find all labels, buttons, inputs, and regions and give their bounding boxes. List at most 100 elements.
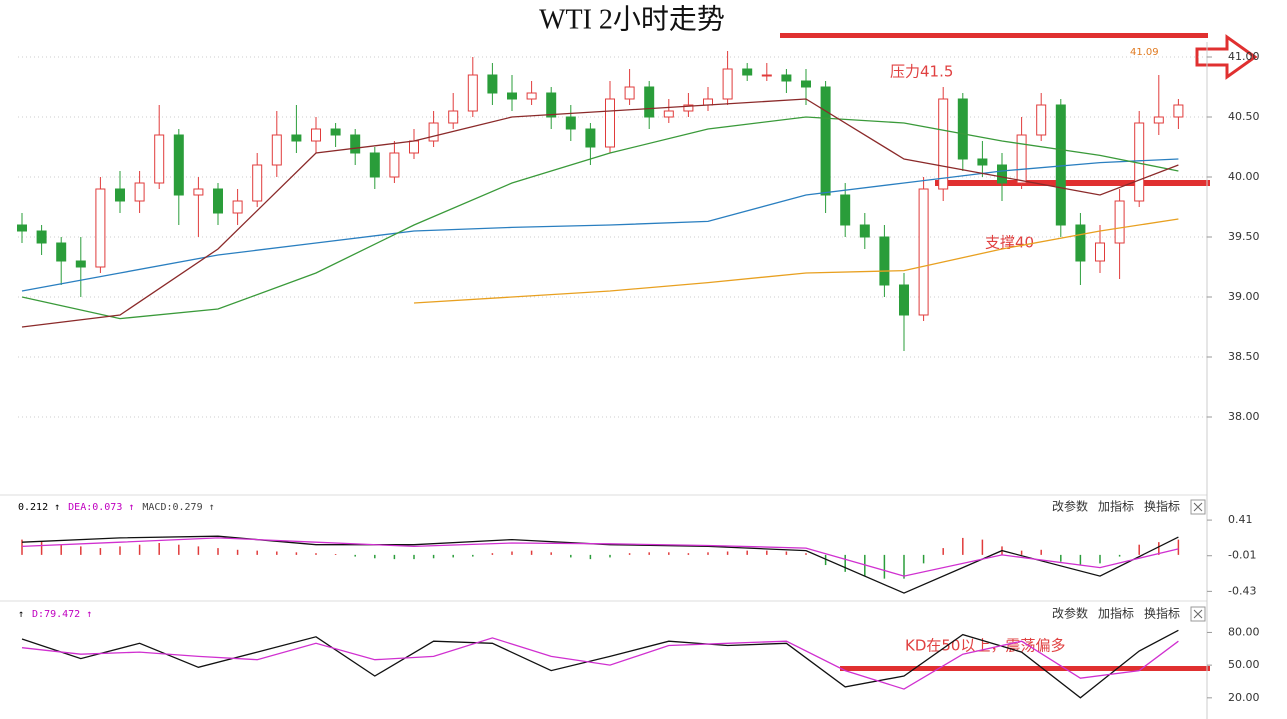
y-tick-label: 0.41 xyxy=(1228,513,1253,526)
y-tick-label: -0.43 xyxy=(1228,584,1256,597)
indicator-line xyxy=(21,637,1179,690)
candle-body xyxy=(271,134,282,166)
candle-body xyxy=(1016,134,1027,184)
candle-body xyxy=(722,68,733,100)
candle-body xyxy=(75,260,86,268)
candle-body xyxy=(95,188,106,268)
indicator-line xyxy=(413,218,1179,304)
candle-body xyxy=(1095,242,1105,262)
candle-body xyxy=(17,224,27,232)
indicator-line xyxy=(21,535,1179,594)
candle-body xyxy=(507,92,517,100)
indicator-line xyxy=(21,629,1179,699)
indicator-label: 0.212 ↑ xyxy=(18,502,60,513)
candle-body xyxy=(703,98,713,106)
candle-body xyxy=(761,74,772,77)
candle-body xyxy=(683,104,694,112)
candle-body xyxy=(977,158,988,166)
candle-body xyxy=(663,110,674,118)
candle-body xyxy=(311,128,321,142)
y-tick-label: 38.50 xyxy=(1228,350,1260,363)
indicator-label: ↑ xyxy=(18,609,24,620)
candle-body xyxy=(624,86,635,100)
close-icon xyxy=(1193,502,1203,512)
candle-body xyxy=(213,188,223,214)
candle-body xyxy=(487,74,498,94)
toolbar-button[interactable]: 换指标 xyxy=(1144,499,1180,514)
candle-body xyxy=(1055,104,1066,226)
candle-body xyxy=(115,188,125,202)
candle-body xyxy=(1114,200,1125,244)
y-tick-label: 39.50 xyxy=(1228,230,1260,243)
y-tick-label: 41.00 xyxy=(1228,50,1260,63)
candle-body xyxy=(840,194,851,226)
candle-body xyxy=(801,80,811,88)
toolbar-button[interactable]: 改参数 xyxy=(1052,499,1088,514)
toolbar-button[interactable]: 换指标 xyxy=(1144,606,1180,621)
indicator-line xyxy=(21,116,1179,320)
y-tick-label: 50.00 xyxy=(1228,658,1260,671)
candle-body xyxy=(193,188,204,196)
annotation: 支撑40 xyxy=(985,234,1034,252)
candle-body xyxy=(859,224,870,238)
candle-body xyxy=(389,152,400,178)
y-tick-label: 80.00 xyxy=(1228,625,1260,638)
resistance-bar xyxy=(780,33,1208,38)
candle-body xyxy=(585,128,596,148)
candle-body xyxy=(252,164,263,202)
indicator-line xyxy=(21,158,1179,292)
candle-body xyxy=(526,92,537,100)
candle-body xyxy=(1036,104,1047,136)
indicator-line xyxy=(21,98,1179,328)
toolbar-button[interactable]: 改参数 xyxy=(1052,606,1088,621)
candle-body xyxy=(56,242,67,262)
candle-body xyxy=(1153,116,1164,124)
candle-body xyxy=(546,92,557,118)
candle-body xyxy=(957,98,968,160)
candle-body xyxy=(134,182,145,202)
candle-body xyxy=(742,68,753,76)
y-tick-label: 38.00 xyxy=(1228,410,1260,423)
support-bar xyxy=(935,180,1210,186)
close-icon xyxy=(1193,609,1203,619)
candle-body xyxy=(448,110,459,124)
toolbar-button[interactable]: 加指标 xyxy=(1098,606,1134,621)
annotation: 压力41.5 xyxy=(890,63,953,81)
candle-body xyxy=(369,152,380,178)
candle-body xyxy=(918,188,929,316)
indicator-label: MACD:0.279 ↑ xyxy=(142,502,214,513)
y-tick-label: -0.01 xyxy=(1228,549,1256,562)
candle-body xyxy=(820,86,831,196)
chart-title: WTI 2小时走势 xyxy=(539,3,725,35)
candle-body xyxy=(36,230,47,244)
candle-body xyxy=(330,128,341,136)
candle-body xyxy=(1173,104,1184,118)
kd-bar xyxy=(840,666,1210,671)
candle-body xyxy=(605,98,615,148)
toolbar-button[interactable]: 加指标 xyxy=(1098,499,1134,514)
candle-body xyxy=(644,86,655,118)
candle-body xyxy=(899,284,909,316)
candle-body xyxy=(428,122,439,142)
candle-body xyxy=(409,140,419,154)
indicator-line xyxy=(21,537,1179,577)
candle-body xyxy=(232,200,243,214)
annotation: KD在50以上，震荡偏多 xyxy=(905,637,1065,655)
candle-body xyxy=(467,74,478,112)
y-tick-label: 39.00 xyxy=(1228,290,1260,303)
candle-body xyxy=(154,134,165,184)
indicator-label: D:79.472 ↑ xyxy=(32,609,92,620)
indicator-label: DEA:0.073 ↑ xyxy=(68,502,134,513)
candle-body xyxy=(1075,224,1086,262)
candle-body xyxy=(565,116,576,130)
y-tick-label: 40.00 xyxy=(1228,170,1260,183)
y-tick-label: 40.50 xyxy=(1228,110,1260,123)
y-tick-label: 20.00 xyxy=(1228,691,1260,704)
candle-body xyxy=(997,164,1007,184)
candle-body xyxy=(879,236,890,286)
candle-body xyxy=(781,74,792,82)
price-tag: 41.09 xyxy=(1130,47,1159,58)
candle-body xyxy=(291,134,302,142)
candle-body xyxy=(350,134,361,154)
